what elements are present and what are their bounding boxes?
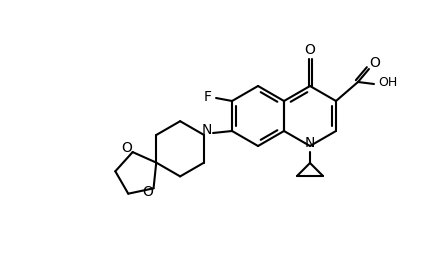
- Text: OH: OH: [378, 76, 398, 89]
- Text: F: F: [204, 90, 212, 104]
- Text: N: N: [305, 136, 315, 150]
- Text: O: O: [121, 141, 132, 155]
- Text: N: N: [202, 123, 212, 137]
- Text: O: O: [304, 43, 316, 57]
- Text: O: O: [369, 56, 381, 70]
- Text: O: O: [142, 185, 153, 199]
